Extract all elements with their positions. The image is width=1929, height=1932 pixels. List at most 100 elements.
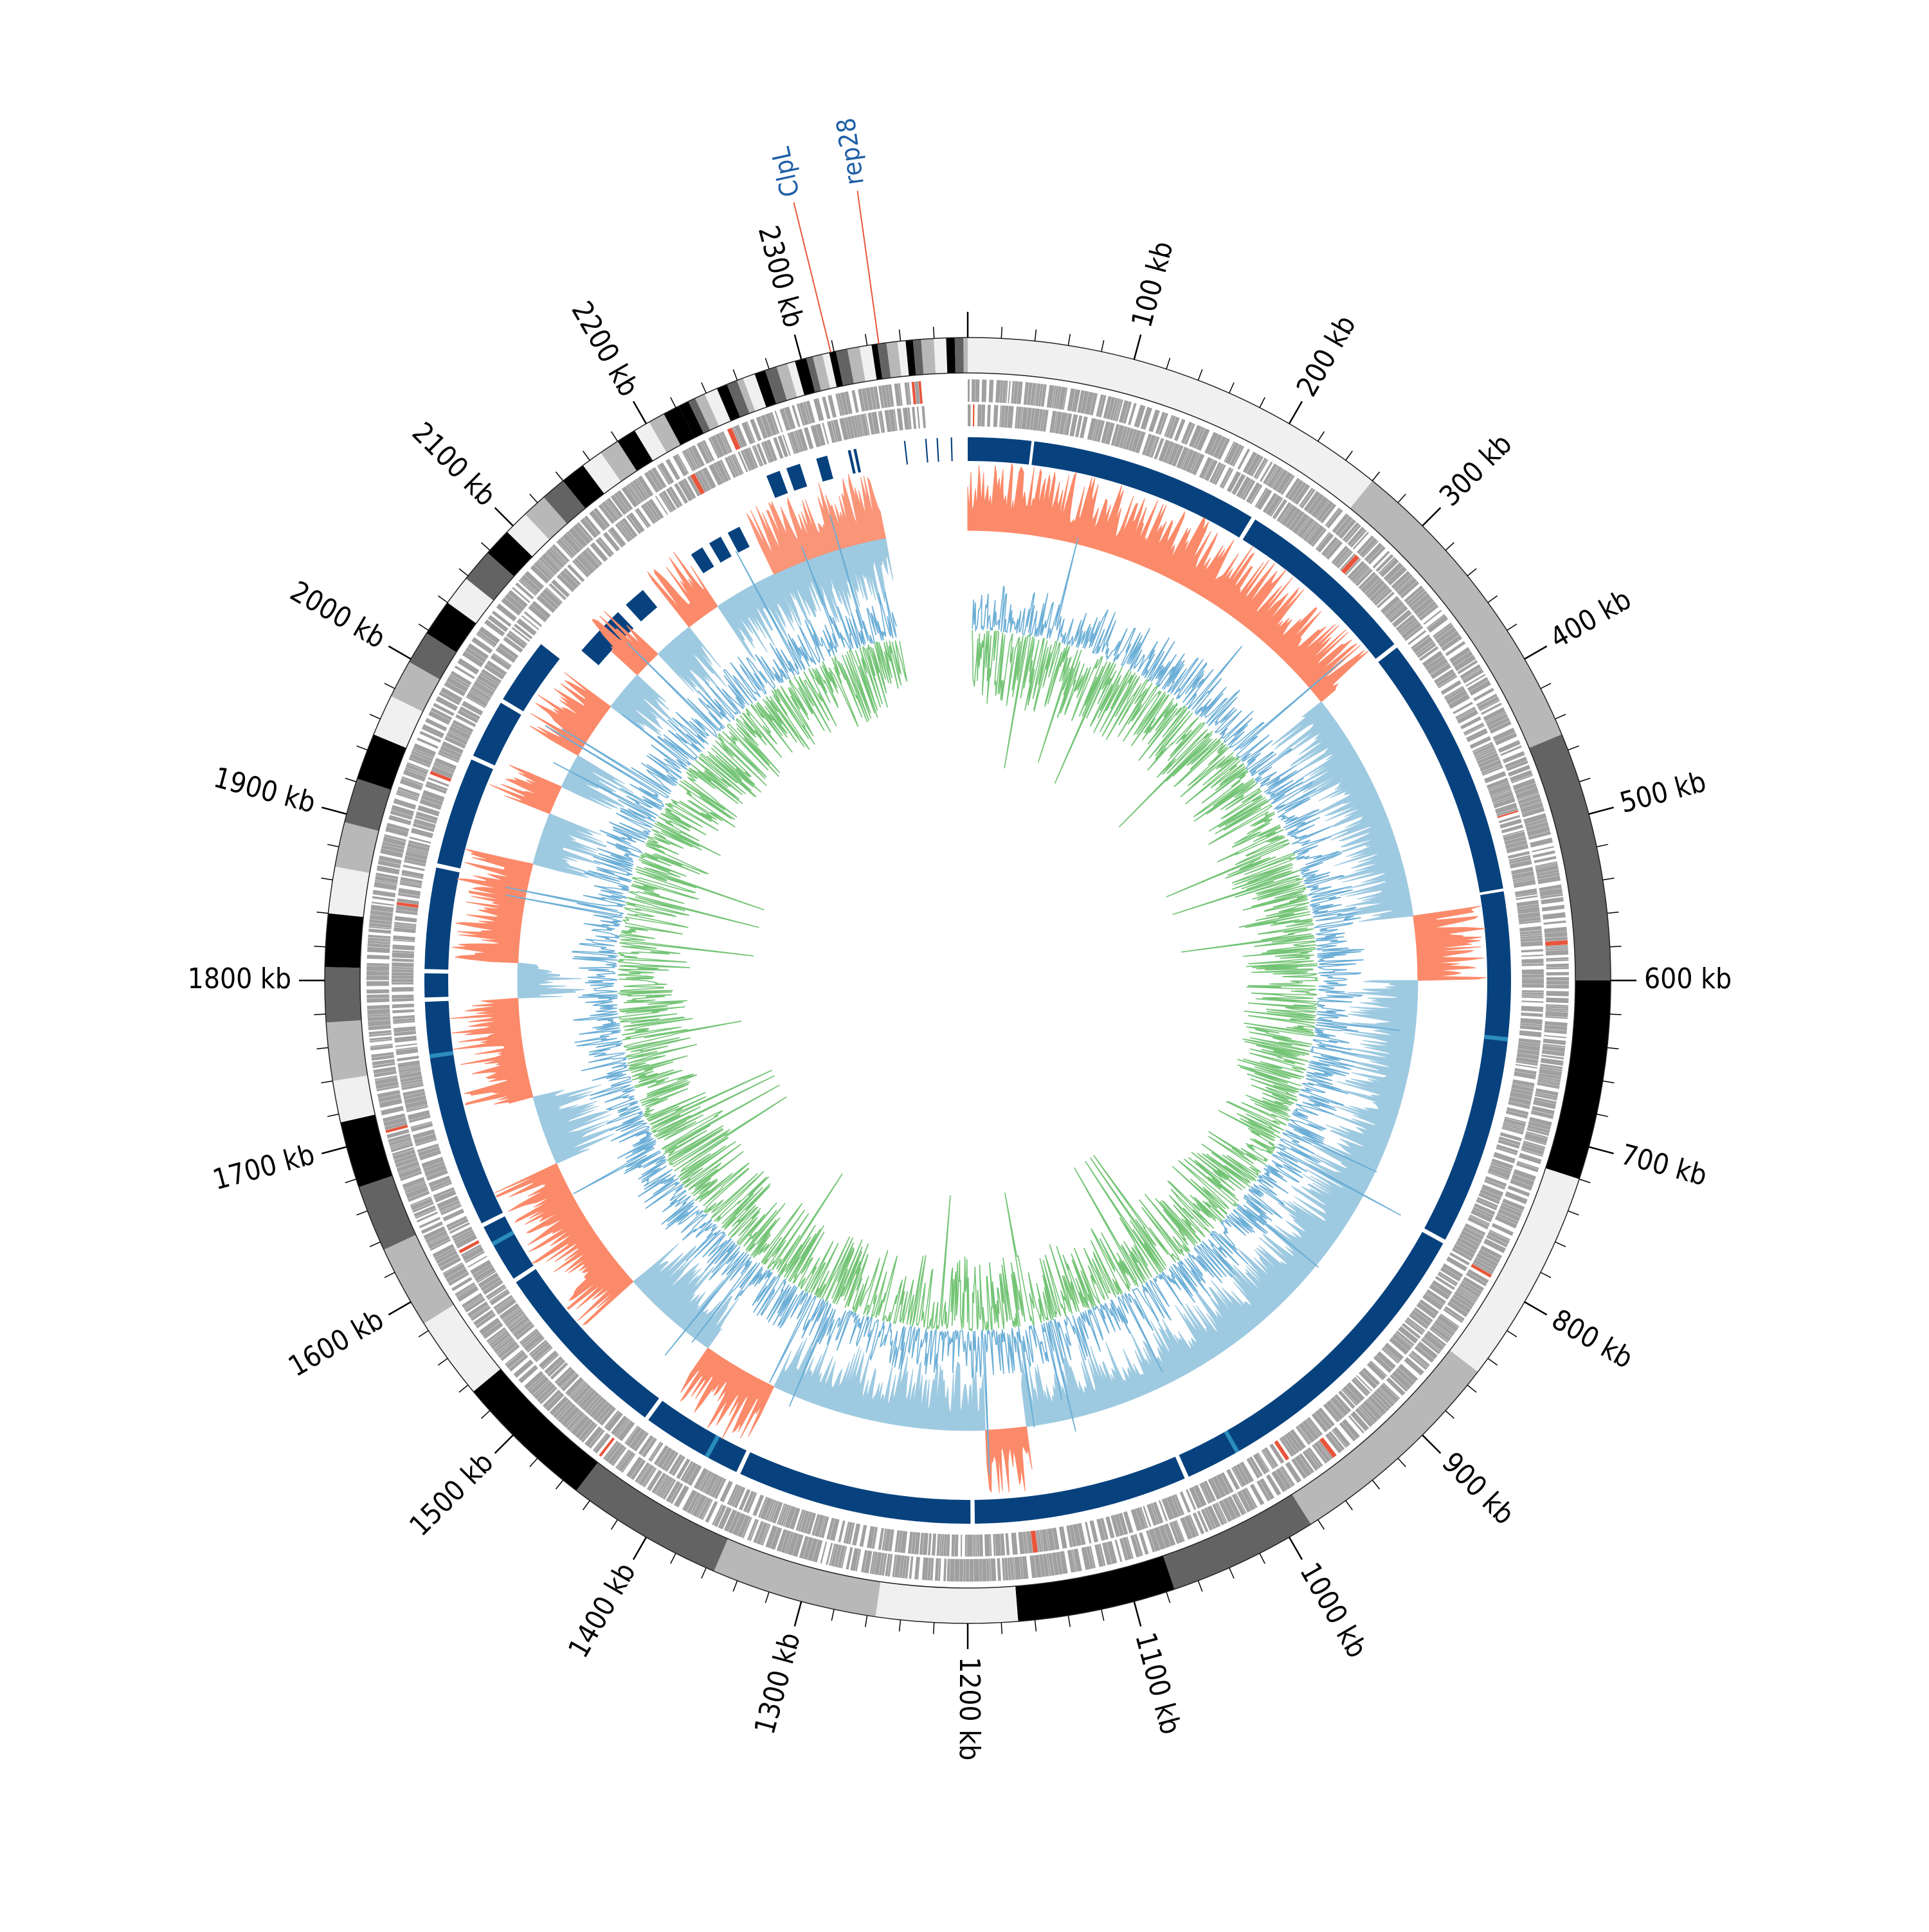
gene bbox=[1166, 415, 1177, 438]
gene bbox=[372, 1059, 395, 1066]
gene bbox=[1046, 1553, 1051, 1576]
alignment-highlight-4 bbox=[429, 1051, 454, 1059]
gene bbox=[1514, 1068, 1537, 1075]
gene bbox=[861, 1549, 868, 1573]
gene bbox=[1529, 1117, 1552, 1126]
gene bbox=[1042, 1553, 1049, 1577]
gene bbox=[936, 1533, 941, 1556]
gene bbox=[529, 1376, 549, 1395]
gene bbox=[1514, 783, 1537, 795]
gene bbox=[1217, 1502, 1227, 1524]
gene bbox=[1434, 624, 1454, 640]
gene bbox=[1521, 1000, 1544, 1003]
gene bbox=[572, 524, 592, 545]
gene bbox=[373, 1066, 396, 1074]
gene bbox=[968, 404, 971, 426]
gene bbox=[489, 1330, 509, 1346]
gene bbox=[487, 1329, 507, 1344]
gene bbox=[400, 1075, 422, 1083]
minor-tick bbox=[1609, 945, 1622, 948]
gene bbox=[975, 1534, 977, 1557]
gene bbox=[1182, 449, 1194, 471]
gene bbox=[1084, 392, 1094, 415]
major-tick bbox=[388, 645, 412, 660]
gene bbox=[464, 1296, 484, 1310]
gene bbox=[1148, 409, 1160, 433]
gene bbox=[1324, 539, 1340, 557]
gene bbox=[1514, 1071, 1536, 1079]
gene bbox=[1511, 867, 1534, 875]
gene bbox=[507, 590, 528, 608]
gene bbox=[587, 1396, 604, 1415]
gene bbox=[617, 490, 633, 511]
gene bbox=[660, 1477, 674, 1499]
gene bbox=[467, 1301, 489, 1317]
gene bbox=[1521, 949, 1543, 953]
gene bbox=[1239, 1461, 1254, 1483]
gene bbox=[1037, 1530, 1042, 1552]
gene bbox=[732, 1513, 746, 1536]
gene bbox=[544, 1356, 563, 1375]
gene bbox=[1411, 1350, 1430, 1367]
alignment-block-12 bbox=[424, 973, 449, 998]
gene bbox=[1538, 1073, 1561, 1080]
gene bbox=[451, 1277, 473, 1292]
gene bbox=[887, 1554, 893, 1577]
gene bbox=[638, 1465, 654, 1486]
gene bbox=[1370, 1360, 1388, 1377]
gene bbox=[1236, 1463, 1250, 1485]
gene bbox=[1466, 728, 1488, 743]
gene bbox=[1055, 386, 1062, 409]
gene bbox=[869, 386, 877, 410]
gene bbox=[527, 1375, 546, 1392]
gene bbox=[1311, 1413, 1328, 1432]
gene bbox=[1139, 1506, 1148, 1528]
gene bbox=[406, 849, 428, 856]
minor-tick bbox=[1345, 450, 1354, 461]
gene bbox=[398, 1166, 422, 1178]
gene bbox=[721, 431, 733, 453]
gene bbox=[462, 1293, 483, 1308]
gene bbox=[1332, 1427, 1351, 1447]
gene bbox=[1316, 533, 1334, 553]
gene bbox=[461, 1244, 482, 1257]
gene bbox=[1384, 600, 1402, 616]
gene bbox=[892, 1554, 897, 1577]
gene bbox=[367, 943, 390, 948]
gene bbox=[1464, 725, 1485, 736]
gene bbox=[807, 1538, 818, 1562]
gene bbox=[797, 429, 808, 451]
gene bbox=[394, 1031, 416, 1036]
gene bbox=[1508, 764, 1531, 777]
gene bbox=[458, 1240, 480, 1254]
gene bbox=[546, 549, 565, 568]
gene bbox=[1163, 441, 1174, 464]
gene bbox=[593, 1433, 611, 1454]
gene bbox=[1224, 441, 1235, 462]
gene bbox=[550, 546, 568, 564]
gene bbox=[1484, 771, 1507, 784]
gene bbox=[1474, 1256, 1496, 1270]
alignment-track bbox=[424, 437, 1511, 1524]
gene bbox=[1520, 935, 1543, 939]
gene bbox=[398, 888, 421, 896]
gene bbox=[1285, 1461, 1302, 1483]
ideogram-band-12 bbox=[473, 1369, 598, 1491]
gene bbox=[1545, 948, 1568, 951]
gene bbox=[1336, 550, 1352, 568]
gene bbox=[393, 1018, 415, 1022]
gene bbox=[1506, 760, 1528, 772]
gene bbox=[900, 1531, 908, 1553]
gene bbox=[888, 1529, 894, 1552]
gene bbox=[1404, 626, 1424, 642]
gene bbox=[1389, 1337, 1409, 1355]
gene bbox=[1430, 1324, 1451, 1342]
gene bbox=[503, 636, 523, 653]
gene bbox=[657, 1447, 673, 1468]
gene bbox=[619, 519, 635, 539]
gene bbox=[496, 1339, 515, 1355]
gene bbox=[518, 1365, 538, 1384]
gene bbox=[990, 1558, 997, 1582]
minor-tick bbox=[1229, 1567, 1235, 1579]
gene bbox=[519, 1328, 538, 1344]
